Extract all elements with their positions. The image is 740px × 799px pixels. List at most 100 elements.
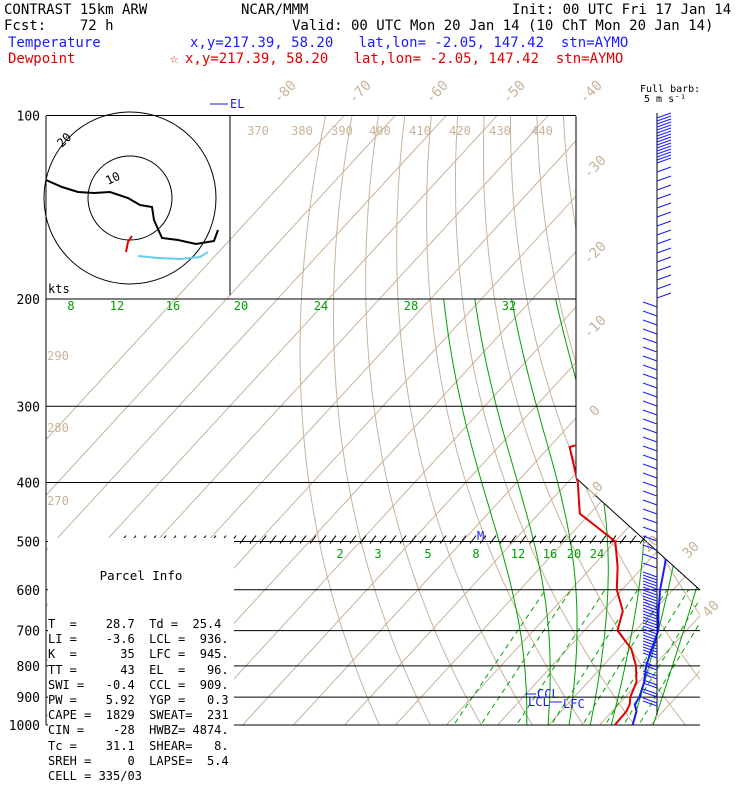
mixing-ratio-line: [616, 590, 706, 738]
parcel-info-row: TT = 43 EL = 96.: [48, 663, 234, 678]
theta-label: 400: [369, 124, 391, 138]
moist-adiabat-line: [444, 299, 527, 738]
theta-label: 280: [47, 421, 69, 435]
mixing-ratio-label: 2: [336, 547, 343, 561]
wind-barb: [643, 437, 657, 442]
pressure-label: 400: [17, 476, 40, 491]
isotherm-line: [588, 88, 740, 738]
hodograph-trace-surface: [126, 236, 132, 252]
moist-adiabat-line: [512, 299, 577, 738]
hatch-mark: [570, 536, 576, 544]
theta-label: 390: [331, 124, 353, 138]
parcel-info-row: T = 28.7 Td = 25.4: [48, 617, 234, 632]
wind-barb: [657, 230, 671, 235]
dry-adiabat-line: [300, 88, 385, 738]
mixing-ratio-label: 20: [567, 547, 581, 561]
parcel-info-row: Tc = 31.1 SHEAR= 8.: [48, 739, 234, 754]
hatch-mark: [520, 536, 526, 544]
wind-barb: [657, 266, 671, 271]
hatch-mark: [500, 536, 506, 544]
wind-barb: [643, 527, 657, 532]
pressure-label: 600: [17, 584, 40, 599]
hatch-mark: [250, 536, 256, 544]
hatch-mark: [320, 536, 326, 544]
mixing-ratio-label: 8: [472, 547, 479, 561]
isotherm-label: -30: [581, 153, 610, 182]
parcel-info-row: CIN = -28 HWBZ= 4874.: [48, 723, 234, 738]
isotherm-label: 40: [700, 598, 723, 621]
hatch-mark: [290, 536, 296, 544]
mixing-ratio-line: [598, 590, 689, 738]
wind-barb: [657, 221, 671, 226]
parcel-info-row: LI = -3.6 LCL = 936.: [48, 632, 234, 647]
hodograph-ring-label: 10: [103, 169, 122, 188]
wind-barb: [643, 500, 657, 505]
hodograph-units: kts: [48, 282, 70, 296]
wind-barb: [643, 455, 657, 460]
theta-label: 430: [489, 124, 511, 138]
wind-barb: [657, 167, 671, 172]
wind-barb: [643, 464, 657, 469]
wind-barb: [657, 293, 671, 298]
theta-label: 420: [449, 124, 471, 138]
isotherm-label: -50: [500, 78, 529, 107]
mixing-ratio-label: 5: [424, 547, 431, 561]
wind-barb: [643, 401, 657, 406]
hatch-mark: [580, 536, 586, 544]
dry-adiabat-line: [397, 88, 541, 738]
pressure-label: 700: [17, 625, 40, 640]
wind-barb: [657, 203, 671, 208]
hatch-mark: [550, 536, 556, 544]
hatch-mark: [600, 536, 606, 544]
theta-label: 290: [47, 349, 69, 363]
isotherm-label: 0: [587, 403, 604, 420]
wind-barb: [643, 347, 657, 352]
hatch-mark: [300, 536, 306, 544]
hatch-mark: [450, 536, 456, 544]
moist-adiabat-line: [475, 299, 550, 738]
wind-barb: [657, 194, 671, 199]
isotherm-line: [690, 88, 740, 738]
mixing-ratio-label: 24: [590, 547, 604, 561]
hatch-mark: [540, 536, 546, 544]
dry-adiabat-line: [334, 88, 438, 738]
wind-barb: [657, 185, 671, 190]
wind-barb: [643, 428, 657, 433]
wind-barb: [643, 518, 657, 523]
wind-barb: [657, 275, 671, 280]
parcel-info-title: Parcel Info: [48, 568, 234, 583]
wind-barb: [643, 491, 657, 496]
wind-barb: [657, 257, 671, 262]
wind-barb: [643, 392, 657, 397]
wind-barb: [643, 374, 657, 379]
wind-barb: [643, 356, 657, 361]
hatch-mark: [380, 536, 386, 544]
wind-barb: [643, 338, 657, 343]
pressure-label: 900: [17, 691, 40, 706]
hatch-mark: [590, 536, 596, 544]
wind-barb: [643, 329, 657, 334]
wind-barb: [643, 563, 657, 568]
pressure-label: 200: [17, 293, 40, 308]
parcel-info-row: PW = 5.92 YGP = 0.3: [48, 693, 234, 708]
moist-adiabat-label: 32: [502, 299, 516, 313]
wind-barb: [643, 320, 657, 325]
isotherm-label: -40: [577, 78, 606, 107]
moist-adiabat-label: 20: [234, 299, 248, 313]
isotherm-line: [384, 88, 740, 738]
wind-barb: [643, 311, 657, 316]
parcel-info-row: K = 35 LFC = 945.: [48, 647, 234, 662]
hatch-mark: [340, 536, 346, 544]
hatch-mark: [410, 536, 416, 544]
wind-barb: [643, 509, 657, 514]
hatch-mark: [280, 536, 286, 544]
isotherm-label: 10: [584, 479, 607, 502]
wind-barb: [643, 446, 657, 451]
m-label: M: [477, 529, 484, 543]
dry-adiabat-line: [588, 88, 740, 738]
mixing-ratio-line: [472, 590, 571, 738]
theta-label: 410: [409, 124, 431, 138]
hatch-mark: [490, 536, 496, 544]
isotherm-label: -70: [346, 78, 375, 107]
dry-adiabat-line: [691, 88, 740, 738]
